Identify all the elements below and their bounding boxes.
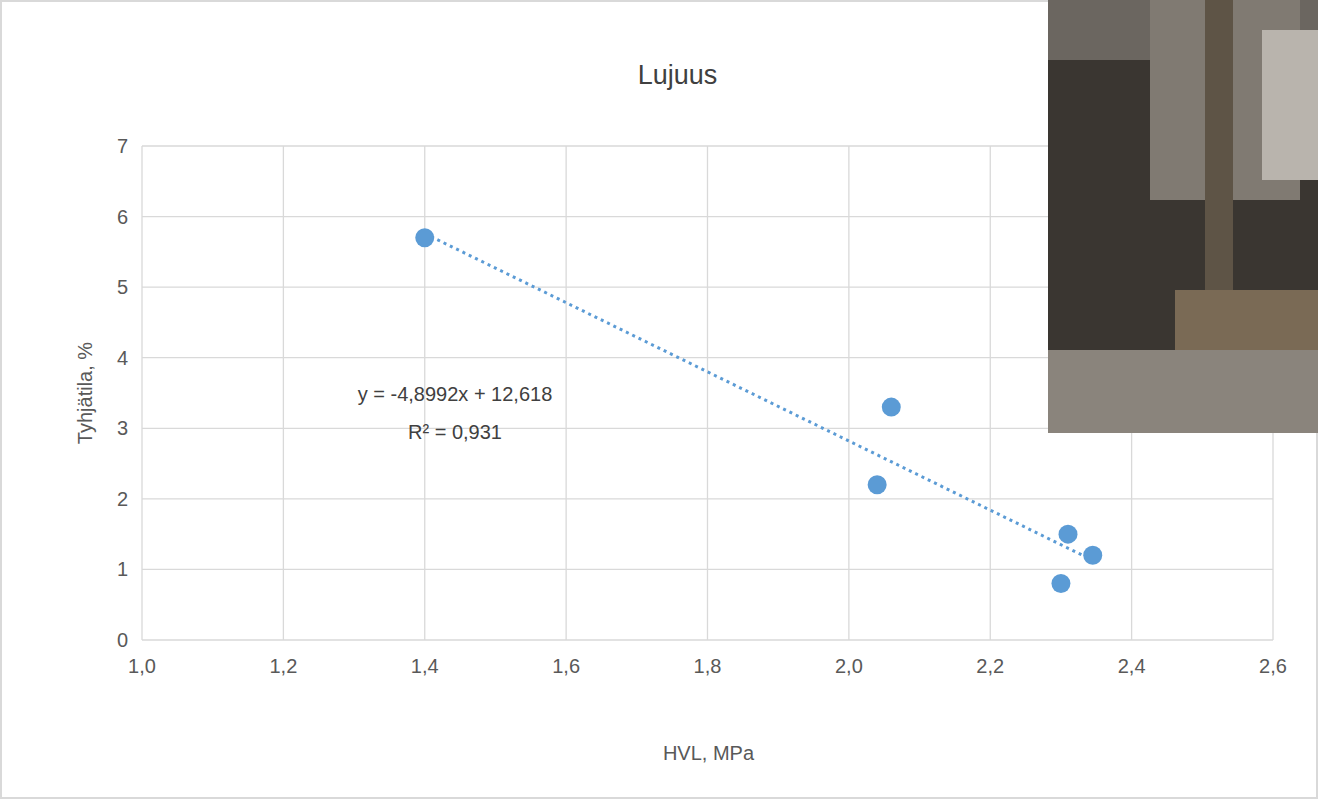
photo-inset <box>1048 0 1318 433</box>
x-grid-line <box>283 146 284 640</box>
chart-title: Lujuus <box>638 60 718 90</box>
x-tick-label: 2,0 <box>835 655 863 677</box>
plot-area <box>415 228 1102 593</box>
x-grid-line <box>565 146 566 640</box>
x-tick-label: 1,6 <box>552 655 580 677</box>
data-point <box>882 398 901 417</box>
x-grid-line <box>141 146 142 640</box>
x-tick-label: 2,6 <box>1259 655 1287 677</box>
data-point <box>415 228 434 247</box>
x-grid-line <box>848 146 849 640</box>
x-tick-label: 1,2 <box>269 655 297 677</box>
chart: 0 1 2 3 4 5 6 7 1,0 1,2 1,4 1,6 1,8 2,0 2,2 2,4 2,6 Lujuu… <box>0 0 1318 799</box>
x-tick-label: 1,0 <box>128 655 156 677</box>
x-tick-label: 2,4 <box>1118 655 1146 677</box>
x-tick-label: 1,4 <box>411 655 439 677</box>
data-point <box>1051 574 1070 593</box>
y-axis-title: Tyhjätila, % <box>74 342 96 444</box>
x-tick-label: 2,2 <box>976 655 1004 677</box>
data-point <box>868 475 887 494</box>
x-tick-label: 1,8 <box>694 655 722 677</box>
data-point <box>1059 525 1078 544</box>
y-tick-label: 6 <box>117 206 128 228</box>
x-axis-title: HVL, MPa <box>663 742 755 764</box>
y-tick-label: 7 <box>117 135 128 157</box>
y-tick-label: 5 <box>117 276 128 298</box>
x-grid-line <box>990 146 991 640</box>
trend-annotation: R² = 0,931 <box>408 421 502 443</box>
y-tick-label: 2 <box>117 488 128 510</box>
y-tick-label: 4 <box>117 347 128 369</box>
trend-annotation: y = -4,8992x + 12,618 <box>358 383 553 405</box>
y-tick-label: 3 <box>117 417 128 439</box>
chart-frame <box>1 1 1317 798</box>
y-tick-label: 1 <box>117 558 128 580</box>
y-tick-label: 0 <box>117 629 128 651</box>
x-grid-line <box>707 146 708 640</box>
data-point <box>1083 546 1102 565</box>
